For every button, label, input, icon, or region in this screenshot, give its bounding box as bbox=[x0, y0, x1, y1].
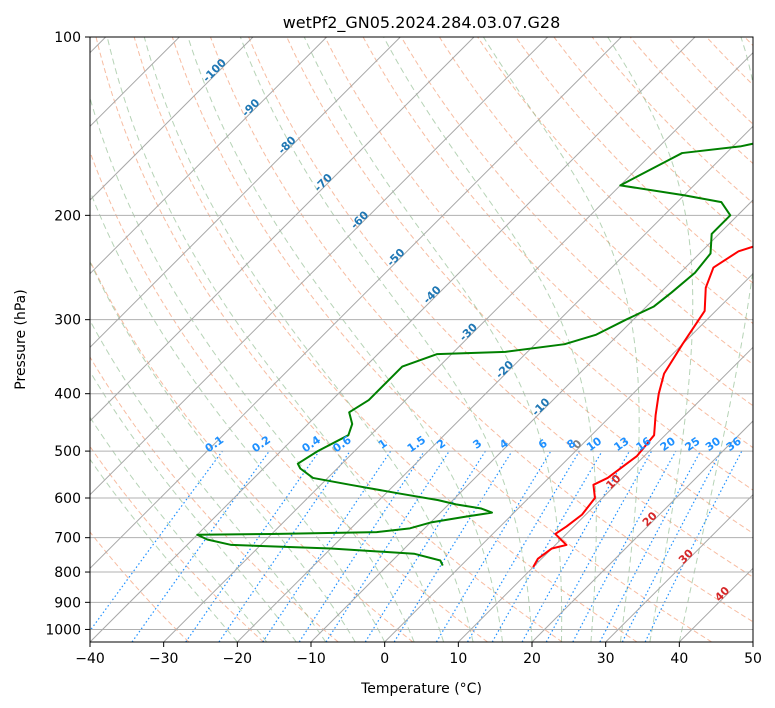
dewpoint-trace bbox=[196, 142, 753, 566]
y-tick-label: 800 bbox=[54, 565, 81, 581]
isotherm-line bbox=[90, 37, 475, 422]
moist-adiabat-line bbox=[187, 37, 504, 642]
x-axis-label: Temperature (°C) bbox=[360, 681, 482, 697]
mixing-ratio-line bbox=[185, 450, 320, 642]
moist-adiabat-line bbox=[303, 37, 563, 642]
x-tick-label: 40 bbox=[670, 651, 688, 667]
y-axis: 1000 900 800 700 600 500 400 300 200 100 bbox=[45, 30, 90, 638]
x-tick-label: −30 bbox=[149, 651, 179, 667]
x-tick-label: −10 bbox=[296, 651, 326, 667]
moist-adiabat-line bbox=[90, 370, 297, 642]
moist-adiabat-line bbox=[90, 416, 268, 642]
isotherm-line bbox=[90, 37, 254, 201]
isotherm-line bbox=[90, 37, 549, 496]
moist-adiabat-line bbox=[239, 37, 533, 642]
moist-adiabat-line bbox=[143, 37, 474, 642]
mixing-ratio-line bbox=[262, 450, 392, 642]
profile-traces bbox=[196, 142, 753, 568]
dry-adiabat-line bbox=[133, 37, 638, 642]
moist-adiabat-line bbox=[90, 260, 356, 642]
isotherm-gridlines bbox=[90, 37, 753, 642]
isotherm-line bbox=[90, 37, 622, 570]
moist-adiabat-line bbox=[90, 458, 238, 642]
moist-adiabats bbox=[90, 37, 753, 642]
dry-adiabat-line bbox=[553, 37, 753, 244]
mixing-ratio-line bbox=[572, 450, 677, 642]
y-tick-label: 600 bbox=[54, 491, 81, 507]
dry-adiabat-line bbox=[324, 37, 753, 491]
dry-adiabat-line bbox=[248, 37, 753, 578]
mixing-ratio-line bbox=[393, 450, 513, 642]
x-axis: −40 −30 −20 −10 0 10 20 30 40 50 bbox=[75, 642, 762, 667]
x-tick-label: 10 bbox=[449, 651, 467, 667]
y-axis-label: Pressure (hPa) bbox=[13, 289, 29, 389]
isotherm-line bbox=[384, 272, 753, 642]
isotherm-line bbox=[90, 37, 696, 642]
dry-adiabat-line bbox=[171, 37, 712, 642]
isotherm-line bbox=[90, 37, 401, 349]
y-tick-label: 900 bbox=[54, 595, 81, 611]
mixing-ratio-line bbox=[644, 450, 743, 642]
y-tick-label: 300 bbox=[54, 313, 81, 329]
isotherm-line bbox=[605, 493, 753, 642]
x-tick-label: 20 bbox=[523, 651, 541, 667]
isotherm-line bbox=[457, 346, 753, 642]
y-tick-label: 500 bbox=[54, 444, 81, 460]
x-tick-label: 0 bbox=[380, 651, 389, 667]
mixing-ratio-line bbox=[521, 450, 631, 642]
dry-adiabat-line bbox=[90, 531, 190, 642]
mixing-ratio-line bbox=[545, 450, 653, 642]
mixing-ratio-line bbox=[325, 450, 450, 642]
isotherm-line bbox=[531, 420, 753, 642]
x-tick-label: 30 bbox=[597, 651, 615, 667]
mixing-ratio-line bbox=[298, 450, 425, 642]
y-tick-label: 1000 bbox=[45, 622, 81, 638]
isotherm-line bbox=[163, 51, 753, 642]
y-tick-label: 100 bbox=[54, 30, 81, 46]
dry-adiabat-line bbox=[362, 37, 753, 449]
plot-background bbox=[90, 37, 753, 642]
moist-adiabat-line bbox=[90, 319, 327, 642]
mixing-ratio-line bbox=[90, 450, 223, 632]
moist-adiabat-line bbox=[607, 37, 694, 642]
x-tick-label: −20 bbox=[223, 651, 253, 667]
moist-adiabat-line bbox=[383, 37, 597, 642]
dry-adiabat-line bbox=[90, 356, 339, 642]
isotherm-line bbox=[90, 37, 328, 275]
chart-title: wetPf2_GN05.2024.284.03.07.G28 bbox=[283, 13, 561, 33]
moist-adiabat-line bbox=[90, 189, 386, 642]
x-tick-label: 50 bbox=[744, 651, 762, 667]
mixing-ratio-line bbox=[131, 450, 270, 642]
x-tick-label: −40 bbox=[75, 651, 105, 667]
dry-adiabat-line bbox=[629, 37, 753, 165]
isotherm-line bbox=[310, 199, 753, 642]
y-tick-label: 700 bbox=[54, 531, 81, 547]
mixing-ratio-lines bbox=[90, 450, 743, 642]
dry-adiabats bbox=[90, 37, 753, 642]
y-tick-label: 400 bbox=[54, 387, 81, 403]
isotherm-line bbox=[236, 125, 753, 642]
plot-frame bbox=[89, 36, 754, 643]
dry-adiabat-line bbox=[210, 37, 753, 623]
y-tick-label: 200 bbox=[54, 208, 81, 224]
moist-adiabat-line bbox=[482, 37, 640, 642]
temperature-trace bbox=[532, 245, 753, 568]
dry-adiabat-line bbox=[400, 37, 753, 407]
dry-adiabat-line bbox=[439, 37, 753, 366]
moist-adiabat-line bbox=[678, 37, 753, 642]
mixing-ratio-line bbox=[218, 450, 351, 642]
dry-adiabat-line bbox=[90, 259, 414, 642]
